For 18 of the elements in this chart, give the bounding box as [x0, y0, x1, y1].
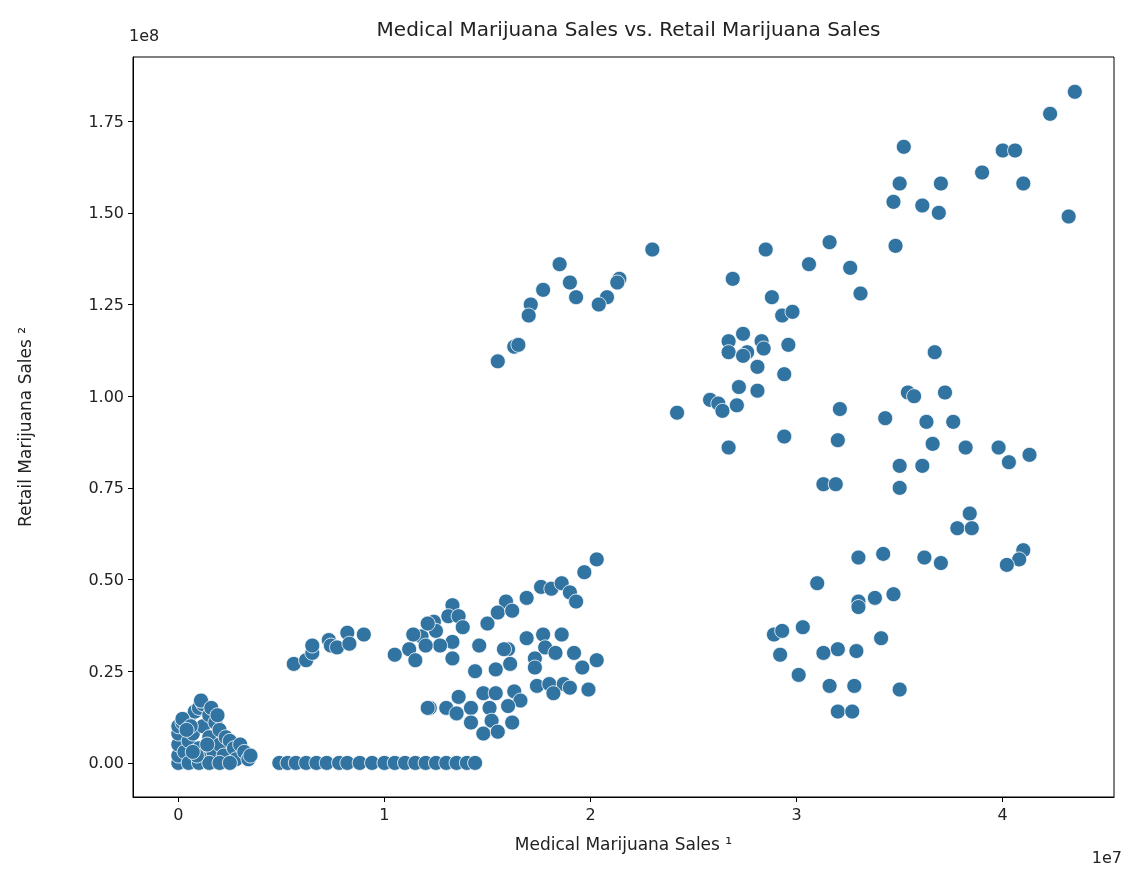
x-axis-title: Medical Marijuana Sales ¹ [514, 833, 733, 854]
y-tick-label: 0.00 [88, 753, 124, 773]
y-tick-label: 0.25 [88, 661, 124, 681]
chart-title: Medical Marijuana Sales vs. Retail Marijuana Sales [376, 17, 881, 41]
text: 1e8 [129, 25, 160, 45]
x-tick-label: 1 [379, 804, 390, 824]
x-tick-label: 2 [585, 804, 596, 824]
x-tick-label: 3 [791, 804, 802, 824]
y-tick-label: 0.50 [88, 570, 124, 590]
y-tick-label: 1.25 [88, 295, 124, 315]
y-tick-label: 1.00 [88, 386, 124, 406]
y-tick-label: 1.50 [88, 203, 124, 223]
x-tick-label: 4 [997, 804, 1008, 824]
y-tick-label: 1.75 [88, 111, 124, 131]
y-tick-label: 0.75 [88, 478, 124, 498]
x-tick-label: 0 [173, 804, 184, 824]
y-axis-title: Retail Marijuana Sales ² [14, 326, 35, 528]
text: 1e7 [1091, 847, 1122, 867]
